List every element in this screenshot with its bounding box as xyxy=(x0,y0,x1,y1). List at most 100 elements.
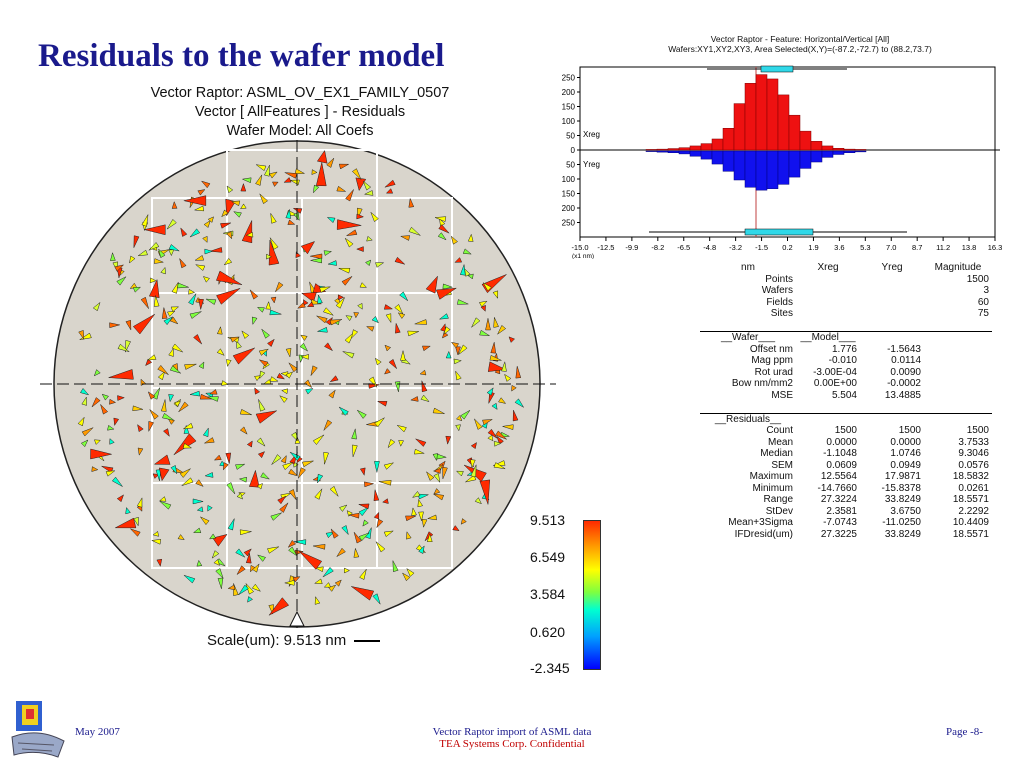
colorbar xyxy=(583,520,601,670)
stats-table: nm Xreg Yreg Magnitude Points 1500 Wafers 3 Fiel… xyxy=(700,262,992,540)
residual-vector-icon xyxy=(363,190,374,196)
residual-vector-icon xyxy=(193,334,202,345)
residual-vector-icon xyxy=(459,264,466,276)
stats-cell xyxy=(860,413,924,425)
residual-vector-icon xyxy=(368,376,378,388)
residual-vector-icon xyxy=(282,461,294,471)
residual-vector-icon xyxy=(182,442,193,449)
stats-cell xyxy=(796,413,860,425)
residual-vector-icon xyxy=(153,258,165,264)
stats-cell xyxy=(796,274,860,286)
residual-vector-icon xyxy=(442,466,448,480)
residual-vector-icon xyxy=(258,348,270,356)
stats-cell xyxy=(796,308,860,320)
residual-vector-icon xyxy=(270,296,277,304)
residual-vector-icon xyxy=(216,326,223,335)
stats-model-row: Bow nm/mm2 0.00E+00 -0.0002 xyxy=(700,378,992,390)
residual-vector-icon xyxy=(357,302,363,310)
residual-vector-icon xyxy=(108,369,134,380)
residual-vector-icon xyxy=(457,299,469,305)
residual-vector-icon xyxy=(289,451,301,461)
residual-vector-icon xyxy=(270,213,277,224)
residual-vector-icon xyxy=(170,306,180,313)
stats-cell xyxy=(924,378,992,390)
residual-vector-icon xyxy=(105,470,116,477)
residual-vector-icon xyxy=(277,495,287,505)
residual-vector-icon xyxy=(471,317,481,328)
residual-vector-icon xyxy=(470,464,477,478)
residual-vector-icon xyxy=(115,517,137,529)
residual-vector-icon xyxy=(155,469,162,481)
residual-vector-icon xyxy=(179,468,191,478)
residual-vector-icon xyxy=(113,417,120,427)
residual-vector-icon xyxy=(418,511,424,522)
residual-vector-icon xyxy=(233,211,242,218)
residual-vector-icon xyxy=(469,459,476,469)
residual-vector-icon xyxy=(125,340,131,353)
residual-vector-icon xyxy=(328,389,336,399)
residual-vector-icon xyxy=(254,375,262,382)
x-tick-label: -9.9 xyxy=(625,243,638,252)
stats-cell: 33.8249 xyxy=(884,528,921,540)
stats-cell: Maximum xyxy=(749,471,793,482)
stats-cell xyxy=(924,367,992,379)
residual-vector-icon xyxy=(213,559,221,566)
stats-cell: Sites xyxy=(770,308,793,319)
stats-cell: Rot urad xyxy=(754,366,793,378)
residual-vector-icon xyxy=(300,334,308,341)
residual-vector-icon xyxy=(213,454,222,461)
stats-cell: __Wafer___ xyxy=(720,332,776,343)
residual-vector-icon xyxy=(240,203,247,210)
residual-vector-icon xyxy=(324,342,334,352)
residual-vector-icon xyxy=(245,553,252,564)
stats-spacer-row xyxy=(700,401,992,414)
residual-vector-icon xyxy=(310,365,318,376)
yreg-bar xyxy=(645,150,658,152)
residual-vector-icon xyxy=(285,208,292,219)
residual-vector-icon xyxy=(487,361,507,372)
residual-vector-icon xyxy=(293,539,307,545)
residual-vector-icon xyxy=(490,342,497,354)
residual-vector-icon xyxy=(216,270,243,286)
residual-vector-icon xyxy=(257,451,266,459)
residual-vector-icon xyxy=(495,430,507,440)
residual-vector-icon xyxy=(256,437,266,447)
xreg-bar xyxy=(777,94,790,151)
residual-vector-icon xyxy=(408,226,421,236)
stats-cell xyxy=(700,401,796,414)
residual-vector-icon xyxy=(394,304,404,315)
yreg-bar xyxy=(744,150,757,188)
residual-vector-icon xyxy=(417,493,429,500)
y-tick-label: 100 xyxy=(562,117,576,126)
y-tick-label: 200 xyxy=(562,204,576,213)
residual-vector-icon xyxy=(179,257,187,269)
yreg-bar xyxy=(854,150,867,153)
residual-vector-icon xyxy=(239,426,248,435)
residual-vector-icon xyxy=(323,452,329,465)
stats-residual-row: Median -1.1048 1.0746 9.3046 xyxy=(700,448,992,460)
residual-vector-icon xyxy=(467,233,474,242)
stats-cell: Median xyxy=(760,448,793,459)
residual-vector-icon xyxy=(150,539,162,545)
stats-cell xyxy=(924,332,992,344)
residual-vector-icon xyxy=(362,180,372,191)
residual-vector-icon xyxy=(373,511,380,520)
residual-vector-icon xyxy=(258,399,266,412)
residual-vector-icon xyxy=(79,332,92,341)
stats-cell xyxy=(796,319,860,332)
residual-vector-icon xyxy=(80,439,89,448)
residual-vector-icon xyxy=(116,276,127,286)
residual-vector-icon xyxy=(287,539,297,548)
residual-vector-icon xyxy=(81,396,87,406)
residual-vector-icon xyxy=(334,579,342,587)
residual-vector-icon xyxy=(177,282,189,289)
residual-vector-icon xyxy=(462,248,472,255)
residual-vector-icon xyxy=(450,341,460,349)
stats-count-row: Sites 75 xyxy=(700,308,992,320)
stats-cell xyxy=(796,285,860,297)
stats-cell: Yreg xyxy=(881,262,903,273)
residual-vector-icon xyxy=(285,348,292,358)
residual-vector-icon xyxy=(169,365,181,374)
stats-cell: Points xyxy=(765,273,793,285)
residual-vector-icon xyxy=(255,174,263,186)
